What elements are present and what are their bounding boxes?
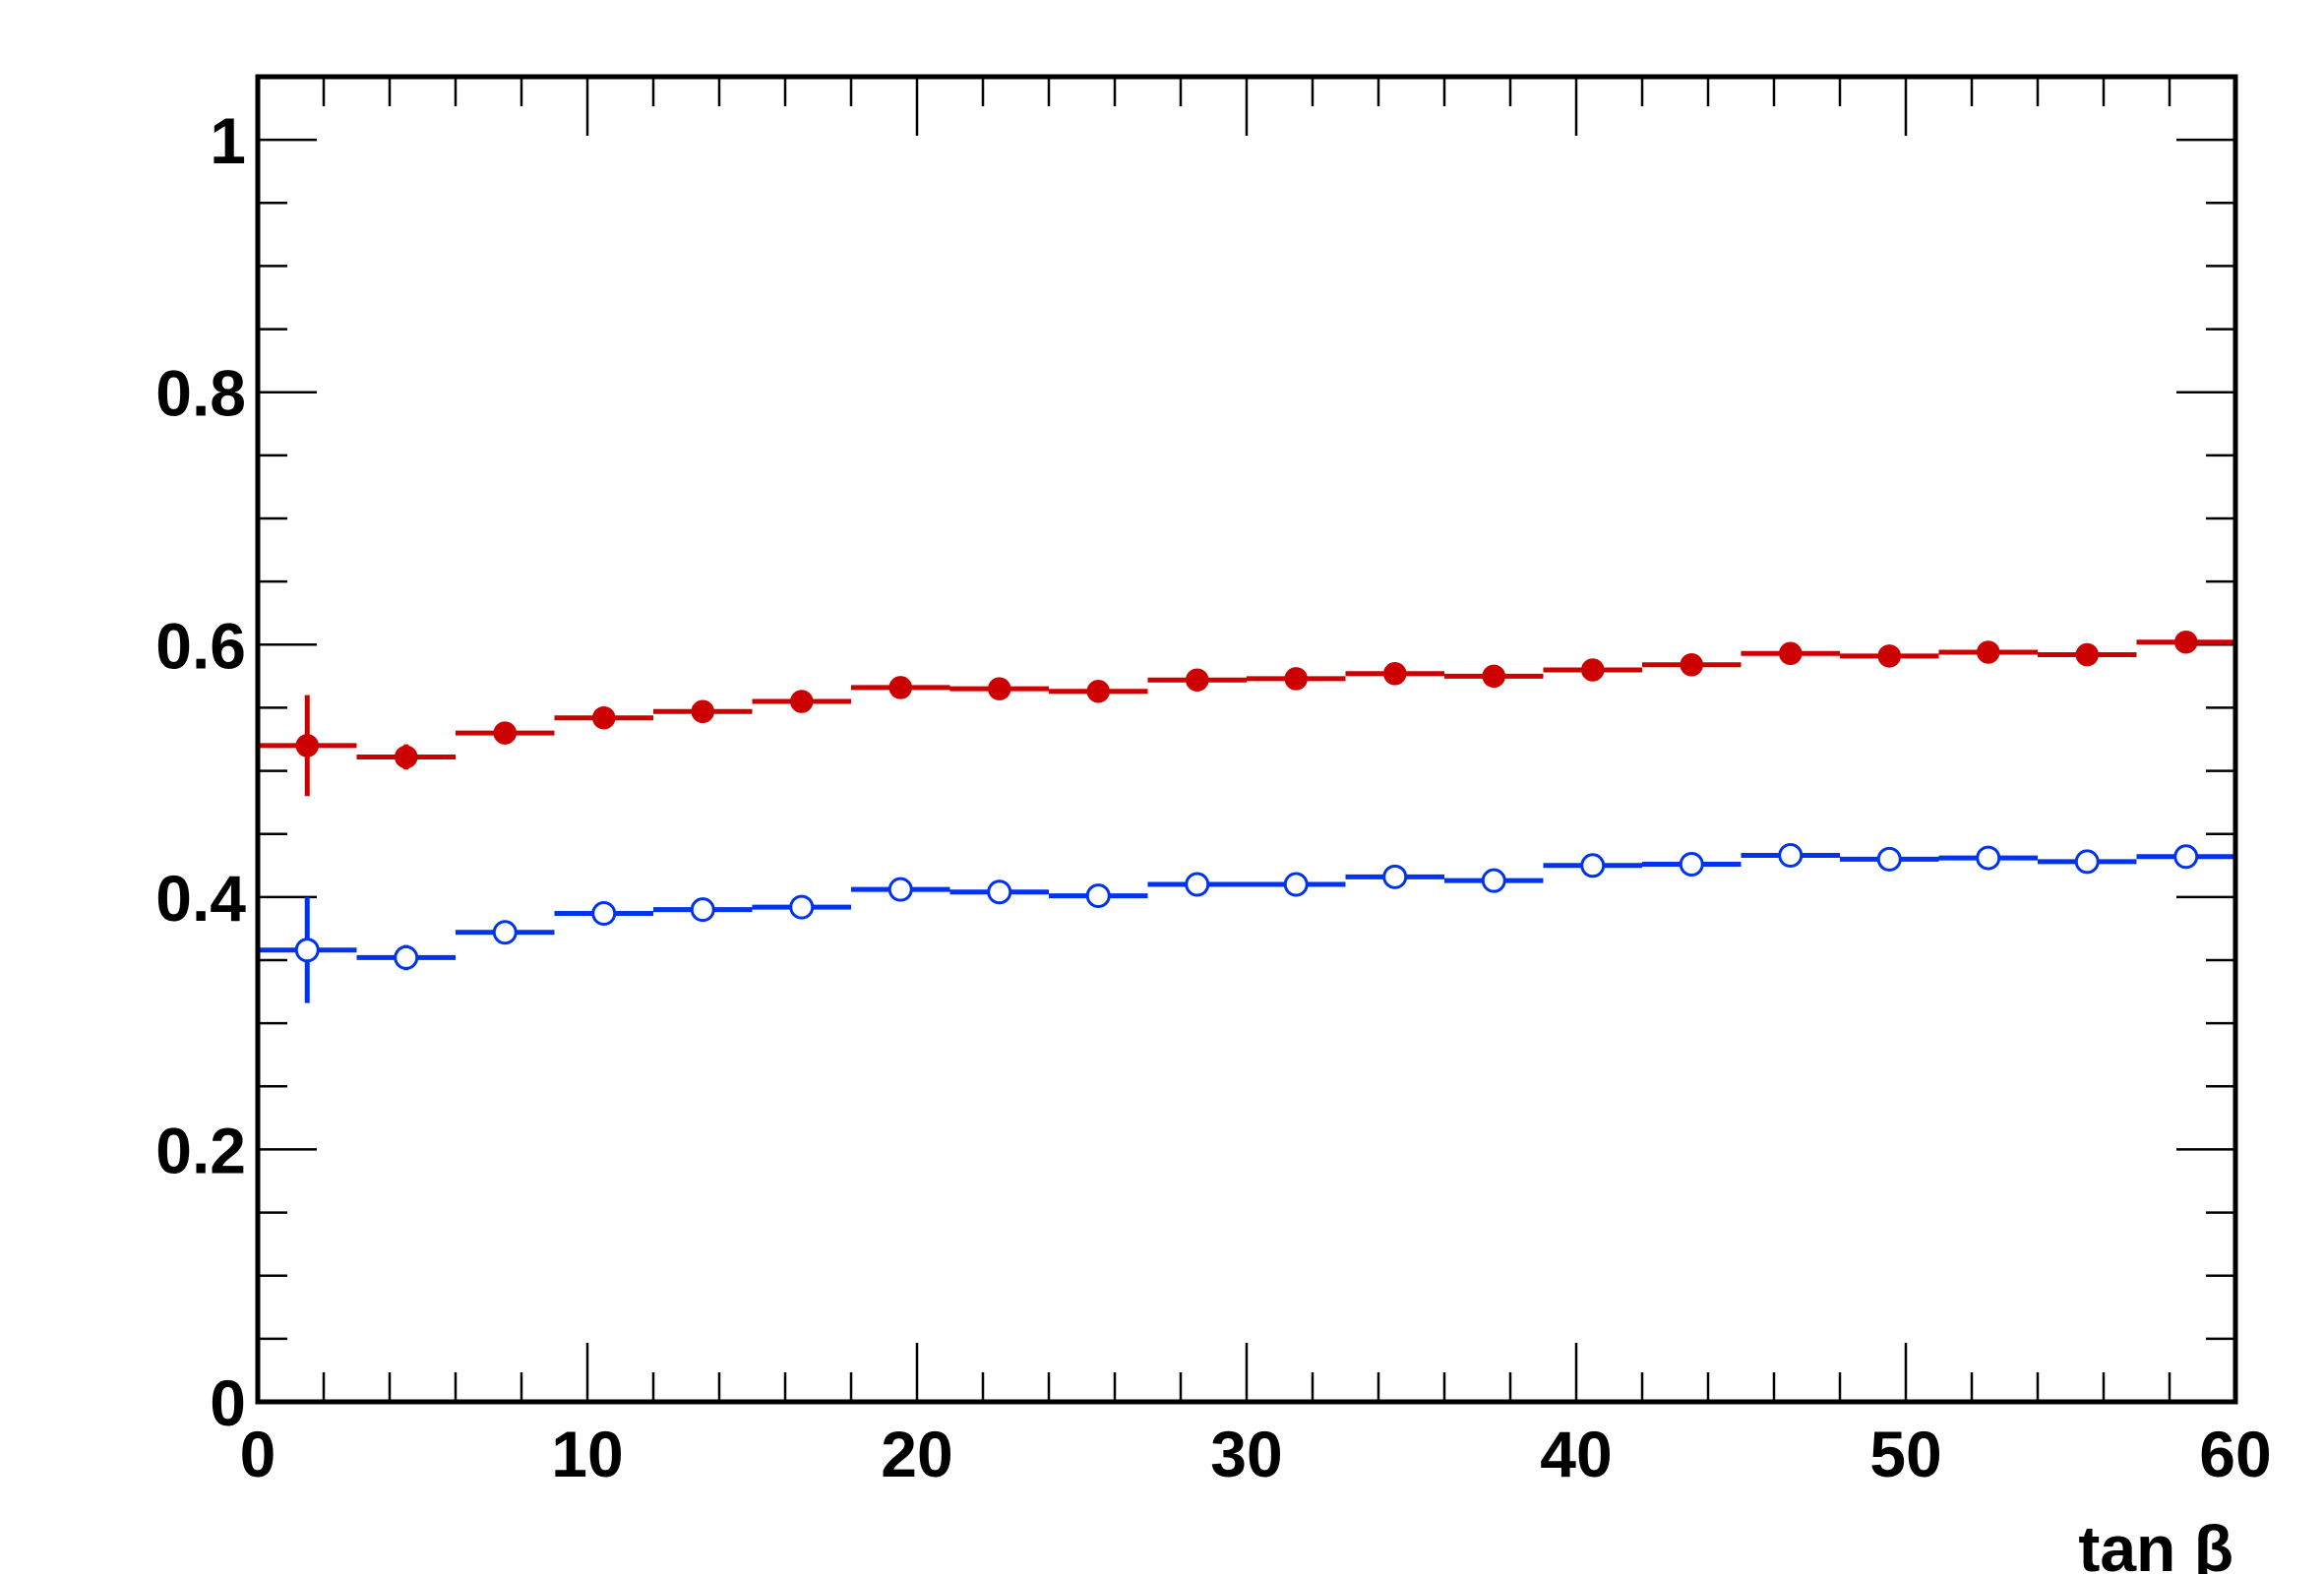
data-point: [988, 677, 1011, 700]
data-point: [394, 944, 419, 970]
data-point: [1186, 668, 1209, 692]
data-point: [2173, 844, 2199, 870]
data-point: [294, 938, 320, 963]
data-point: [1876, 846, 1902, 872]
data-point: [1085, 883, 1111, 909]
data-point: [1481, 868, 1506, 893]
data-point: [395, 745, 418, 769]
data-point: [2174, 630, 2198, 654]
data-point: [1284, 667, 1308, 691]
data-point: [1976, 845, 2001, 871]
x-tick-label: 40: [1540, 1418, 1612, 1490]
series-1: [258, 630, 2235, 797]
data-point: [1581, 658, 1605, 682]
y-tick-label: 0.4: [155, 862, 246, 935]
data-point: [1185, 872, 1210, 897]
x-tick-label: 60: [2199, 1418, 2271, 1490]
data-point: [493, 721, 517, 745]
data-point: [492, 920, 518, 945]
y-tick-label: 0: [210, 1366, 246, 1439]
data-point: [295, 734, 319, 757]
data-point: [888, 676, 912, 699]
y-tick-label: 0.8: [155, 357, 246, 430]
y-tick-label: 1: [210, 104, 246, 177]
data-point: [1382, 864, 1408, 889]
plot-data: [258, 630, 2235, 1003]
data-point: [1977, 640, 2000, 664]
data-point: [691, 699, 714, 724]
data-point: [887, 877, 913, 902]
data-point: [1778, 843, 1804, 869]
data-point: [1482, 664, 1505, 689]
data-point: [1580, 853, 1606, 878]
data-point: [591, 901, 617, 927]
data-point: [592, 705, 616, 730]
x-tick-label: 50: [1869, 1418, 1941, 1490]
data-point: [790, 690, 814, 713]
x-tick-label: 10: [551, 1418, 623, 1490]
data-point: [987, 879, 1012, 905]
data-point: [1383, 662, 1407, 686]
plot-frame: [255, 74, 2238, 1405]
tick-labels: 0 10 20 30 40 50 60 0 0.2 0.4 0.6 0.8 1: [155, 104, 2271, 1490]
data-point: [1779, 641, 1803, 666]
x-tick-label: 30: [1210, 1418, 1282, 1490]
data-point: [789, 894, 815, 920]
y-tick-label: 0.2: [155, 1114, 246, 1186]
data-point: [690, 897, 715, 923]
data-point: [1086, 680, 1110, 703]
y-tick-label: 0.6: [155, 609, 246, 682]
data-point: [1679, 852, 1704, 878]
data-point: [2075, 642, 2099, 667]
data-point: [2074, 849, 2100, 875]
x-axis-title: tan β: [2078, 1512, 2233, 1574]
data-point: [1283, 872, 1309, 897]
axis-ticks: [256, 77, 2237, 1404]
data-point: [1877, 644, 1901, 668]
x-tick-label: 0: [240, 1418, 276, 1490]
series-2: [258, 843, 2235, 1003]
data-point: [1680, 653, 1703, 677]
x-tick-label: 20: [881, 1418, 952, 1490]
